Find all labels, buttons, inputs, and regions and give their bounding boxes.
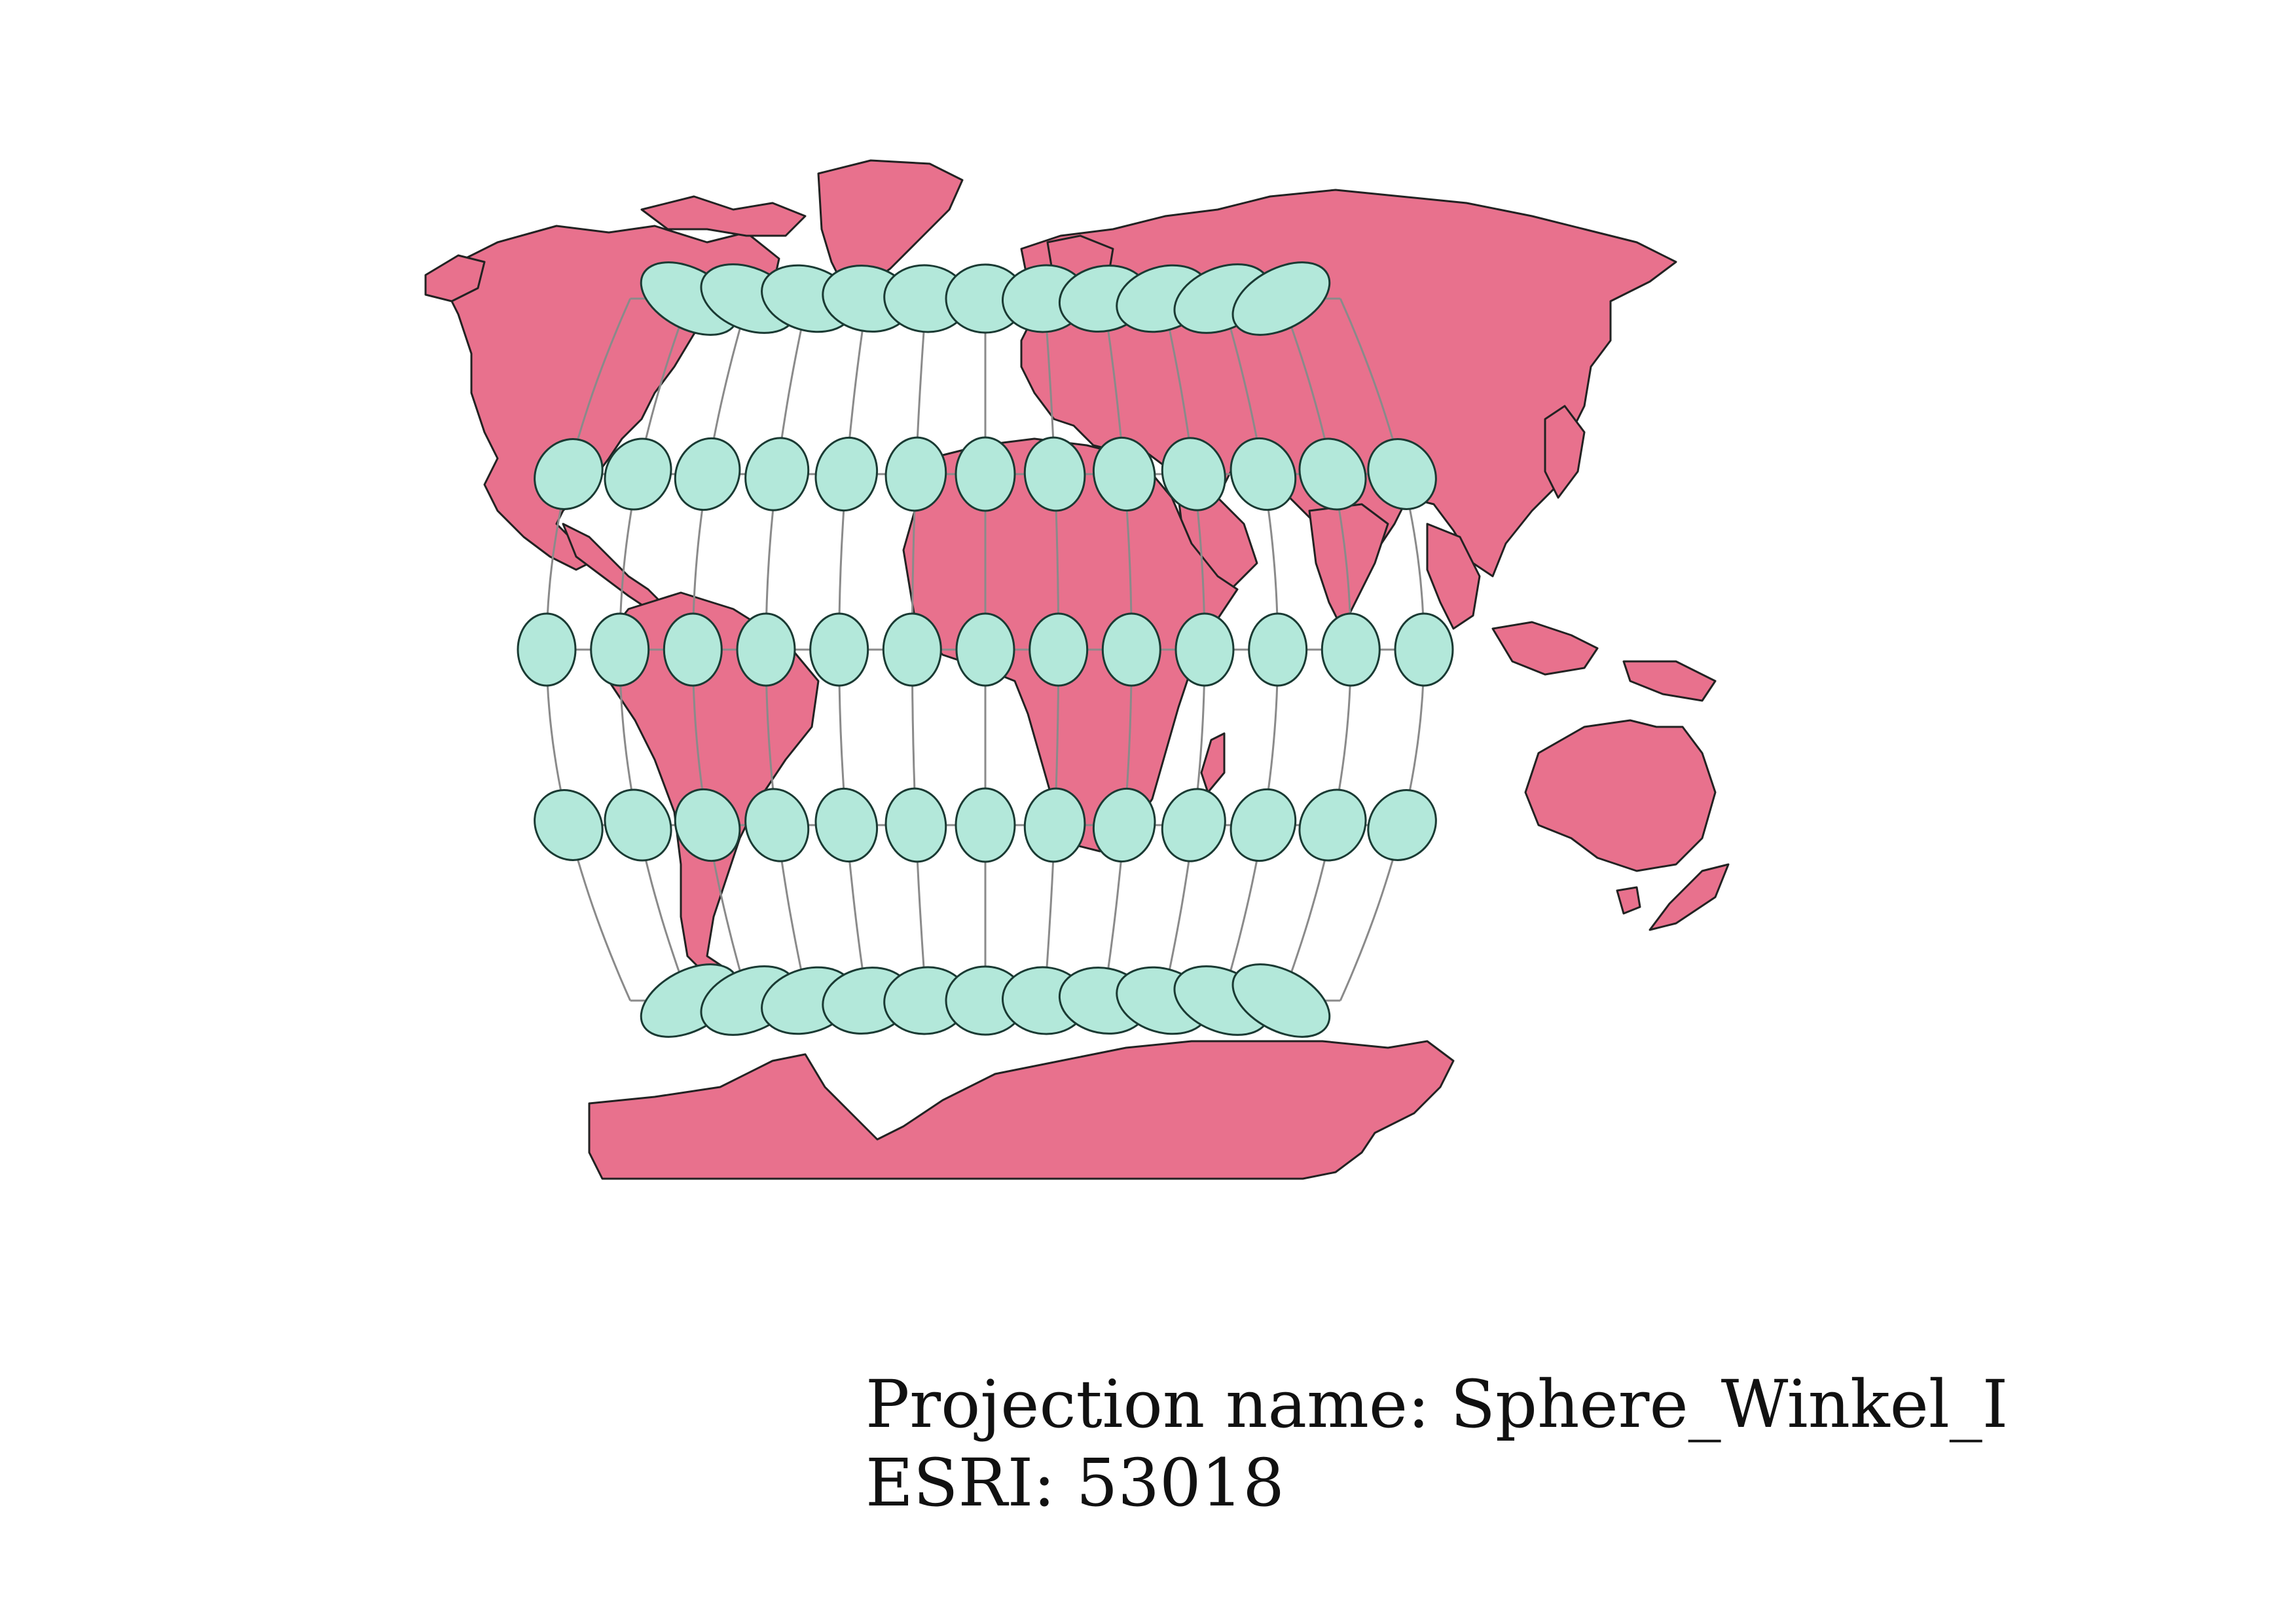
- tissot-ellipse: [1092, 787, 1156, 863]
- tissot-ellipse: [1029, 612, 1089, 687]
- tissot-ellipse: [1230, 788, 1297, 862]
- tissot-ellipse: [1023, 436, 1086, 512]
- tissot-ellipse: [1367, 438, 1437, 510]
- esri-code-label: ESRI: 53018: [866, 1445, 1285, 1521]
- tissot-ellipse: [1175, 612, 1235, 687]
- tissot-ellipse: [744, 788, 810, 862]
- tissot-ellipse: [604, 437, 672, 511]
- tissot-ellipse: [955, 612, 1015, 687]
- landmass-arctic-islands: [640, 195, 807, 237]
- tissot-ellipse: [884, 787, 947, 863]
- landmass-new-guinea: [1622, 660, 1717, 702]
- landmass-tasmania: [1616, 886, 1641, 915]
- tissot-ellipse: [674, 788, 741, 862]
- tissot-ellipse: [736, 612, 796, 687]
- tissot-ellipse: [884, 436, 947, 512]
- landmass-australia: [1524, 719, 1717, 872]
- tissot-indicatrix: [517, 261, 1454, 1038]
- landmass-new-zealand: [1649, 863, 1730, 931]
- tissot-ellipse: [534, 789, 604, 861]
- tissot-ellipse: [534, 438, 604, 510]
- tissot-ellipse: [882, 612, 942, 687]
- tissot-ellipse: [1298, 788, 1367, 862]
- landmass-greenland: [817, 159, 964, 289]
- tissot-ellipse: [1161, 437, 1226, 511]
- landmass-indonesia: [1491, 621, 1599, 676]
- tissot-ellipse: [955, 787, 1016, 863]
- tissot-ellipse: [814, 436, 879, 512]
- tissot-ellipse: [1231, 963, 1331, 1038]
- tissot-ellipse: [1230, 437, 1297, 511]
- landmass-south-america: [601, 591, 820, 977]
- tissot-ellipse: [517, 612, 577, 687]
- tissot-ellipse: [1367, 789, 1437, 861]
- tissot-ellipse: [1394, 612, 1454, 687]
- tissot-ellipse: [604, 788, 672, 862]
- tissot-ellipse: [1101, 612, 1161, 687]
- tissot-ellipse: [1161, 788, 1226, 862]
- tissot-ellipse: [814, 787, 879, 863]
- tissot-ellipse: [1248, 612, 1308, 687]
- landmass-india: [1308, 503, 1389, 630]
- tissot-ellipse: [663, 612, 723, 687]
- tissot-ellipse: [1321, 612, 1381, 687]
- tissot-ellipse: [674, 437, 741, 511]
- landmass-madagascar: [1200, 732, 1226, 794]
- projection-name-label: Projection name: Sphere_Winkel_I: [866, 1366, 2009, 1443]
- landmass-japan: [1544, 405, 1586, 499]
- tissot-ellipse: [955, 436, 1016, 512]
- tissot-ellipse: [809, 612, 869, 687]
- tissot-ellipse: [744, 437, 810, 511]
- landmass-antarctica: [588, 1040, 1455, 1180]
- landmass-alaska: [424, 254, 486, 303]
- tissot-ellipse: [1298, 437, 1367, 511]
- tissot-ellipse: [1231, 261, 1331, 336]
- tissot-ellipse: [1092, 436, 1156, 512]
- landmass-southeast-asia: [1426, 523, 1481, 630]
- tissot-ellipse: [1023, 787, 1086, 863]
- tissot-ellipse: [590, 612, 650, 687]
